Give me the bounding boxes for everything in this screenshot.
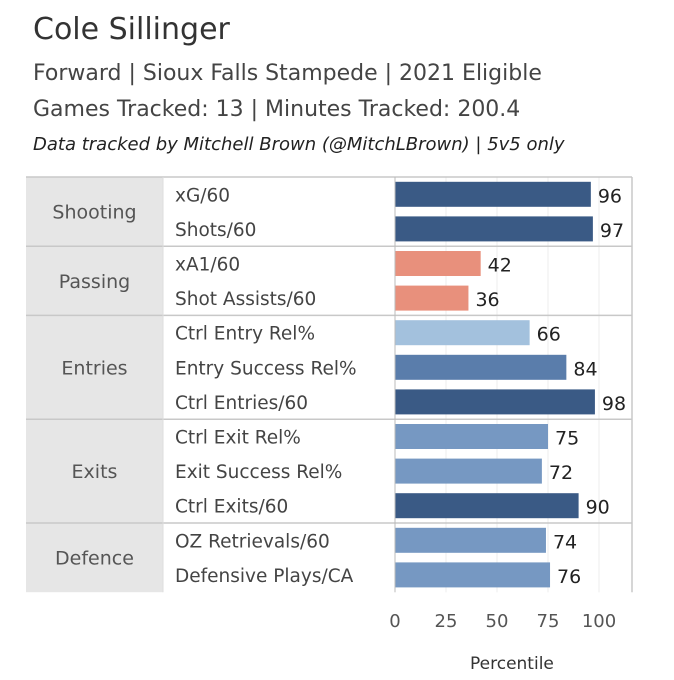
metric-label: OZ Retrievals/60 [175,531,330,552]
metric-label: Ctrl Exit Rel% [175,428,301,449]
metric-label: Shot Assists/60 [175,289,316,310]
bar [395,251,481,276]
bar [395,285,469,311]
metric-label: Defensive Plays/CA [175,566,354,587]
tick-label: 100 [582,611,616,632]
group-cell-shooting [26,177,163,247]
bar [395,527,546,553]
tick-label: 75 [537,611,560,632]
group-cell-entries [26,315,163,420]
tick-label: 50 [486,611,509,632]
tick-label: 0 [389,611,400,632]
bar [395,562,551,588]
data-credit: Data tracked by Mitchell Brown (@MitchLB… [33,134,565,155]
metric-label: xG/60 [175,185,230,206]
metric-label: Ctrl Exits/60 [175,497,288,518]
data-label: 96 [598,185,622,207]
group-label-entries: Entries [61,357,127,379]
bar [395,493,579,519]
metric-label: Shots/60 [175,220,256,241]
bar [395,181,591,207]
metric-label: Ctrl Entries/60 [175,393,308,414]
group-cell-exits [26,419,163,523]
player-info: Forward | Sioux Falls Stampede | 2021 El… [33,61,542,86]
bar [395,320,530,346]
metric-label: Entry Success Rel% [175,358,357,379]
bar [395,424,548,449]
x-axis-label: Percentile [470,654,554,674]
player-name: Cole Sillinger [33,12,230,47]
data-label: 42 [488,255,512,277]
metric-label: xA1/60 [175,255,240,276]
group-label-exits: Exits [72,461,118,483]
data-label: 75 [555,428,579,450]
data-label: 72 [549,462,573,484]
data-label: 84 [573,358,597,380]
data-label: 90 [586,497,610,519]
tracking-summary: Games Tracked: 13 | Minutes Tracked: 200… [33,97,521,122]
group-label-defence: Defence [55,548,134,570]
group-cell-passing [26,246,163,316]
data-label: 74 [553,531,577,553]
bar [395,216,593,242]
tick-label: 25 [435,611,458,632]
bar [395,354,567,380]
group-label-passing: Passing [59,271,130,293]
metric-label: Ctrl Entry Rel% [175,324,315,345]
group-cell-defence [26,523,163,593]
metric-label: Exit Success Rel% [175,462,342,483]
bar [395,458,542,484]
data-label: 98 [602,393,626,415]
group-label-shooting: Shooting [52,202,136,224]
data-label: 66 [537,324,561,346]
data-label: 76 [557,566,581,588]
data-label: 36 [475,289,499,311]
data-label: 97 [600,220,624,242]
bar [395,389,595,415]
